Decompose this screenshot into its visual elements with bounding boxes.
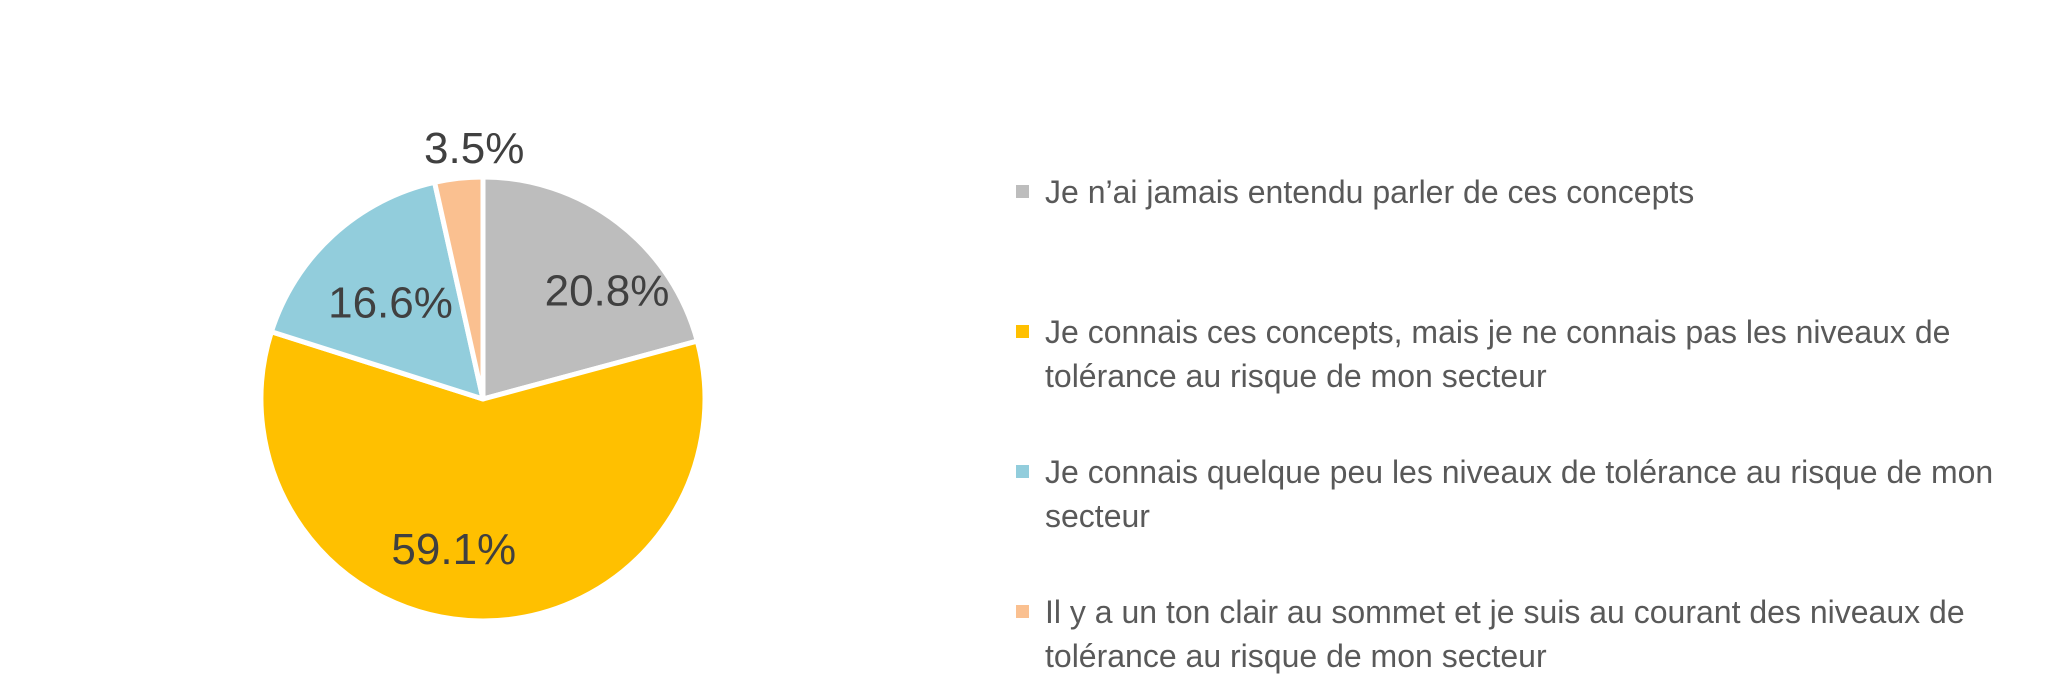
legend-marker-icon — [1016, 325, 1029, 338]
legend-item-label: Je connais quelque peu les niveaux de to… — [1045, 454, 1994, 534]
pie-slice — [268, 179, 486, 402]
legend-item-label: Il y a un ton clair au sommet et je suis… — [1045, 594, 1965, 674]
pie-slice-label: 59.1% — [391, 525, 516, 574]
pie-slice — [258, 329, 708, 624]
legend-item: Il y a un ton clair au sommet et je suis… — [1016, 590, 2046, 678]
legend-item: Je n’ai jamais entendu parler de ces con… — [1016, 170, 2046, 214]
pie-slice-label: 20.8% — [545, 267, 670, 316]
pie-slice-label: 16.6% — [328, 279, 453, 328]
pie-slice — [432, 174, 486, 402]
legend-item-label: Je connais ces concepts, mais je ne conn… — [1045, 314, 1951, 394]
pie-slice — [480, 174, 700, 402]
legend-marker-icon — [1016, 185, 1029, 198]
legend-item-label: Je n’ai jamais entendu parler de ces con… — [1045, 174, 1695, 210]
legend-marker-icon — [1016, 605, 1029, 618]
chart-legend: Je n’ai jamais entendu parler de ces con… — [1016, 170, 2046, 678]
legend-marker-icon — [1016, 465, 1029, 478]
legend-item: Je connais quelque peu les niveaux de to… — [1016, 450, 2046, 538]
pie-slice-label: 3.5% — [424, 124, 524, 173]
legend-item: Je connais ces concepts, mais je ne conn… — [1016, 310, 2046, 398]
